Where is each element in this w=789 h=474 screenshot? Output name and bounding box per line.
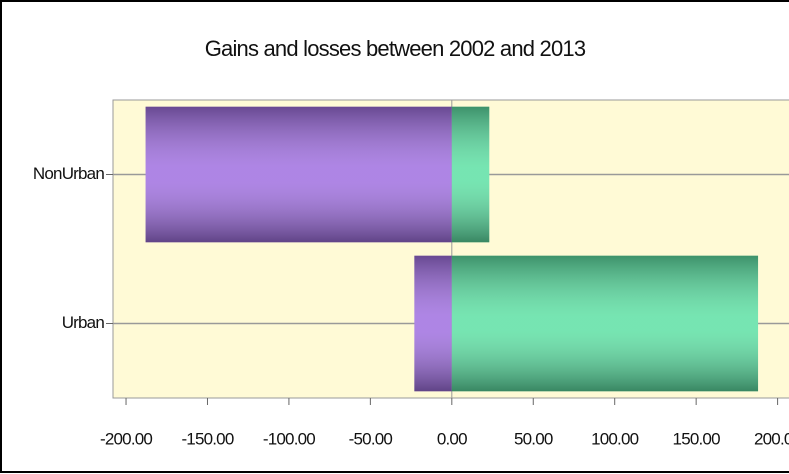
x-tick-label: -200.00 <box>100 429 152 448</box>
x-tick-label: -150.00 <box>181 429 233 448</box>
bar-shade <box>145 106 452 243</box>
x-tick-label: -50.00 <box>349 429 393 448</box>
bar-shade <box>414 255 452 392</box>
x-tick-label: 0.00 <box>437 429 467 448</box>
chart-title: Gains and losses between 2002 and 2013 <box>205 36 586 61</box>
x-tick-label: 100.00 <box>591 429 639 448</box>
x-tick-label: 50.00 <box>514 429 553 448</box>
bar-shade <box>451 255 759 392</box>
y-tick-label: Urban <box>62 313 105 332</box>
x-tick-label: -100.00 <box>263 429 315 448</box>
x-tick-label: 200.00 <box>754 429 789 448</box>
y-tick-label: NonUrban <box>33 164 104 183</box>
bar-shade <box>451 106 490 243</box>
x-tick-label: 150.00 <box>673 429 721 448</box>
